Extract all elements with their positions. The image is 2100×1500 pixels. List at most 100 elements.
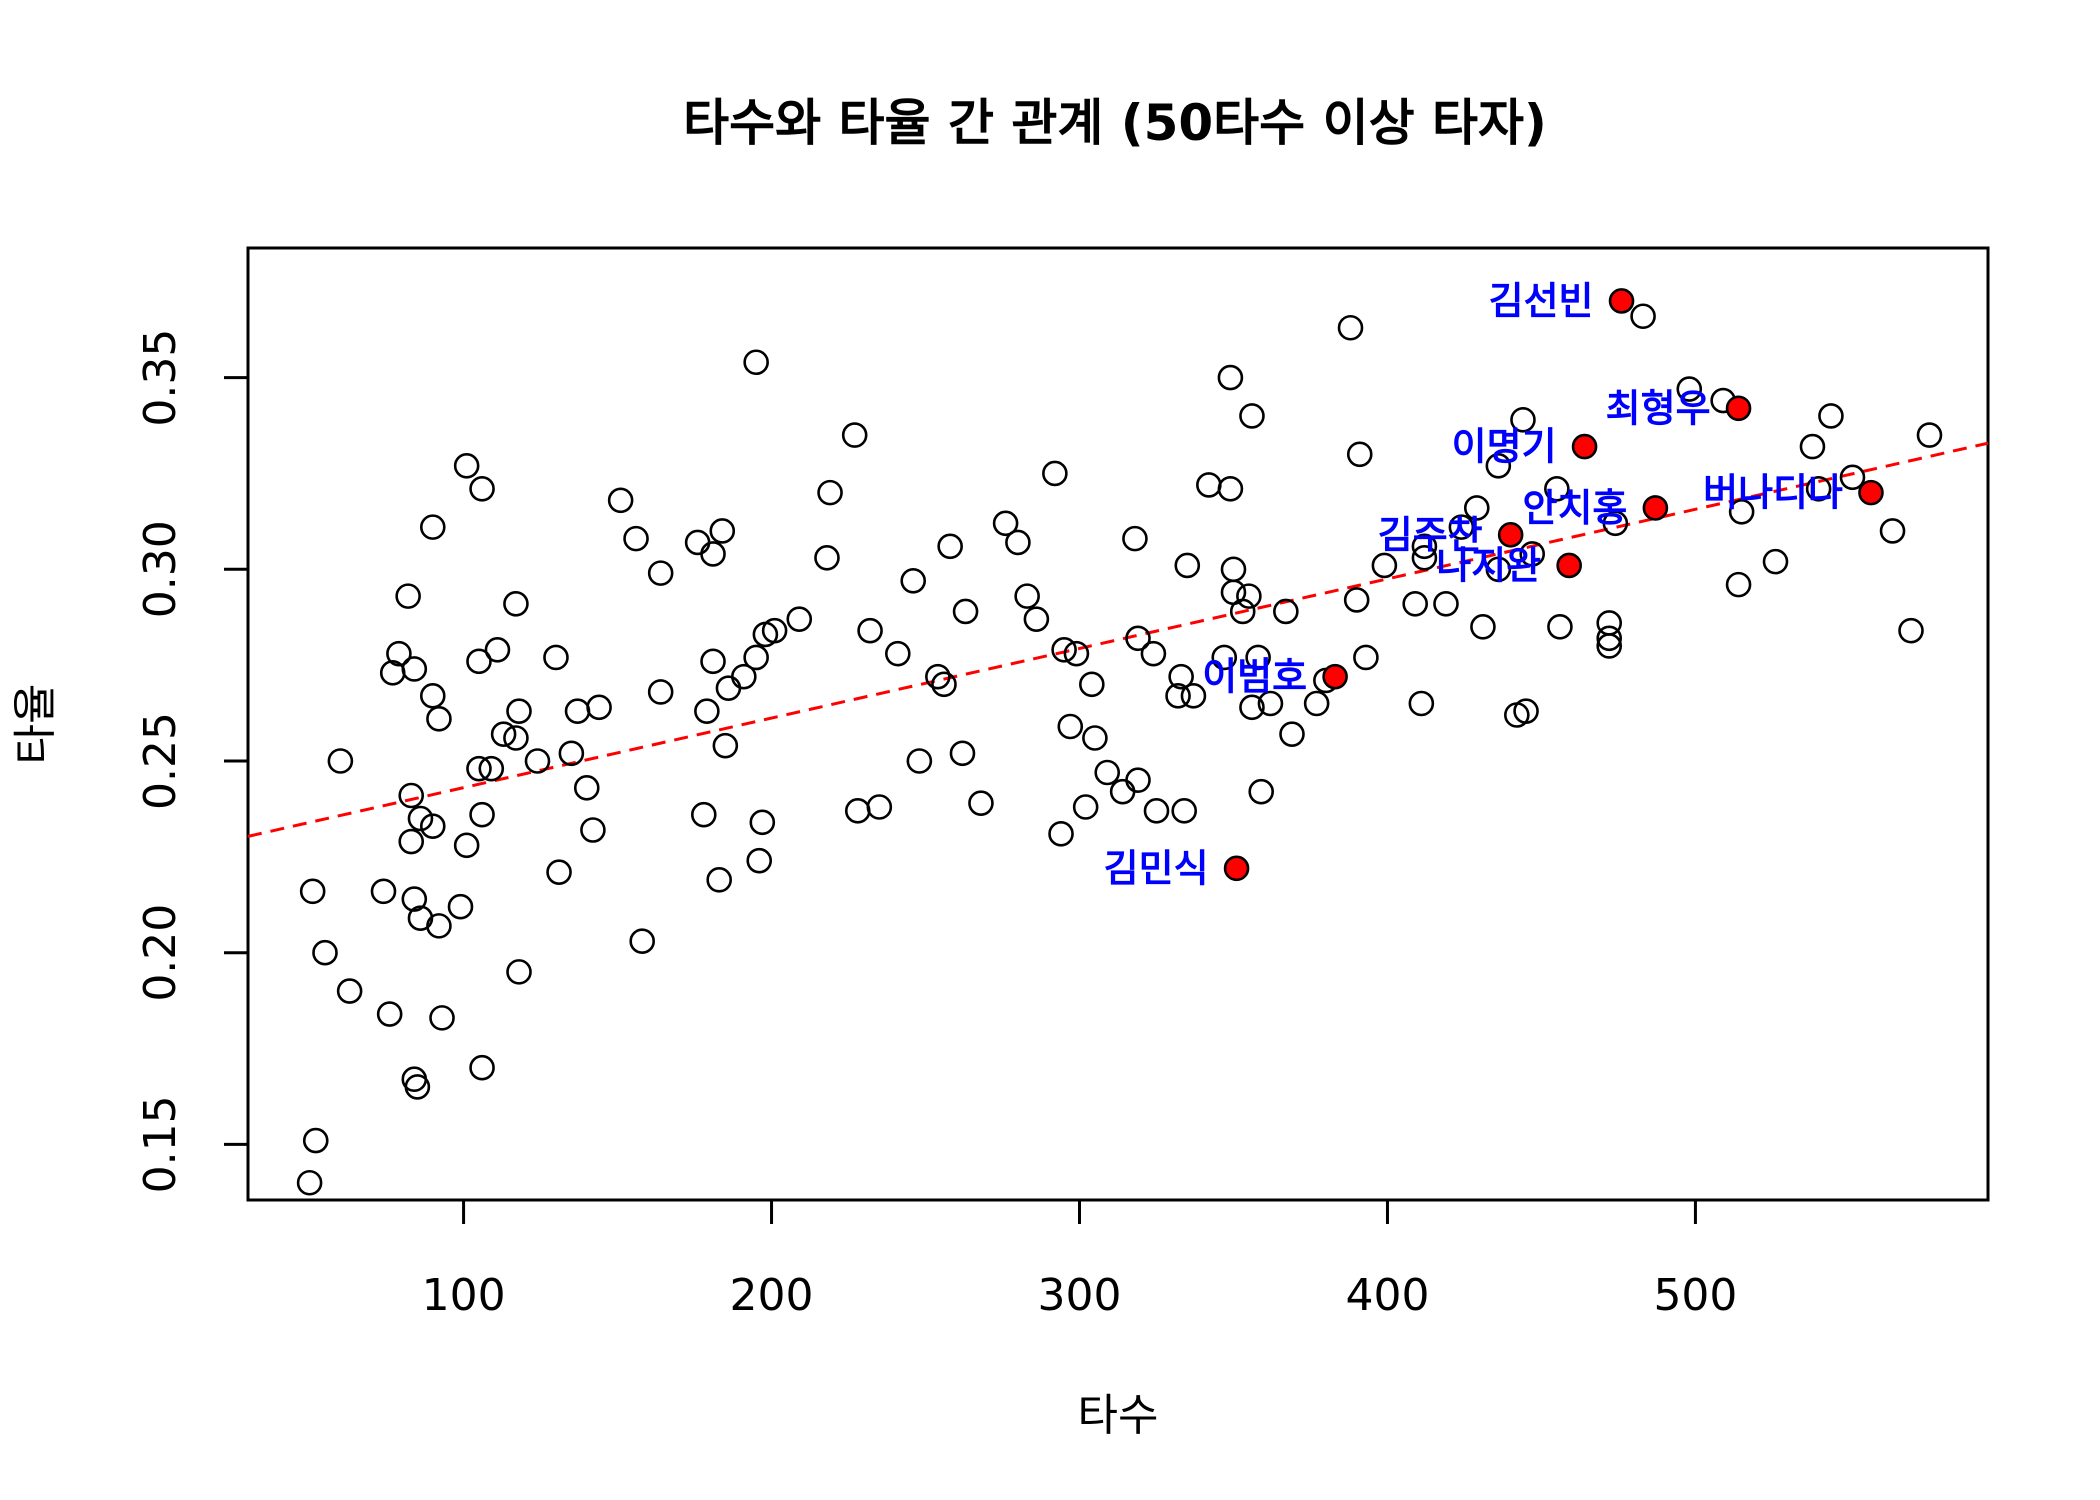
data-point — [786, 606, 813, 632]
data-point — [370, 878, 397, 905]
data-point — [1236, 583, 1262, 609]
data-point — [694, 698, 720, 724]
data-point — [712, 732, 739, 759]
data-point — [743, 349, 769, 376]
highlight-label: 김선빈 — [1489, 279, 1594, 323]
data-point — [1248, 778, 1275, 805]
data-point — [1063, 640, 1090, 667]
data-point — [992, 510, 1019, 537]
data-point — [1470, 614, 1496, 640]
data-point — [706, 867, 732, 893]
data-point — [1072, 794, 1099, 820]
data-point — [1337, 314, 1364, 341]
data-point — [296, 1169, 323, 1196]
data-point — [949, 740, 976, 767]
data-point — [426, 706, 452, 732]
data-point — [1239, 403, 1265, 429]
highlight-point — [1571, 433, 1598, 460]
data-point — [885, 640, 911, 667]
data-point — [1048, 821, 1074, 847]
data-point — [469, 801, 495, 828]
y-tick-label: 0.25 — [135, 712, 186, 810]
x-tick-label: 200 — [730, 1270, 814, 1321]
data-point — [629, 928, 655, 955]
data-point — [607, 487, 634, 514]
data-point — [623, 525, 649, 552]
data-point — [1596, 633, 1623, 659]
data-point — [1122, 525, 1148, 552]
highlight-label: 안치홍 — [1523, 486, 1628, 530]
data-point — [469, 1054, 495, 1081]
x-tick-label: 400 — [1345, 1270, 1429, 1321]
data-point — [761, 617, 788, 644]
data-point — [376, 1001, 403, 1027]
data-point — [398, 782, 425, 809]
data-point — [1042, 460, 1068, 487]
data-point — [1353, 644, 1379, 671]
data-point — [1217, 475, 1244, 502]
data-point — [1485, 556, 1512, 583]
data-point — [1239, 694, 1265, 721]
highlight-point — [1642, 495, 1669, 521]
data-point — [299, 878, 326, 905]
data-point — [558, 740, 585, 767]
data-point — [1125, 767, 1151, 793]
data-point — [407, 805, 434, 832]
x-tick-label: 500 — [1653, 1270, 1737, 1321]
data-point — [1279, 721, 1305, 747]
highlight-point — [1497, 521, 1524, 548]
data-point — [453, 452, 480, 479]
data-point — [1510, 406, 1536, 433]
data-point — [906, 748, 933, 774]
data-point — [1839, 464, 1866, 491]
data-point — [709, 518, 736, 544]
data-point — [1630, 303, 1656, 330]
data-point — [1818, 403, 1844, 429]
y-tick-label: 0.30 — [135, 520, 186, 618]
data-point — [743, 644, 769, 671]
highlight-label: 김민식 — [1104, 846, 1209, 890]
chart-title: 타수와 타율 간 관계 (50타수 이상 타자) — [683, 94, 1547, 152]
x-tick-label: 100 — [422, 1270, 506, 1321]
data-point — [684, 529, 711, 556]
data-point — [1799, 433, 1826, 460]
y-tick-label: 0.15 — [135, 1095, 186, 1193]
highlight-point — [1223, 855, 1250, 882]
data-point — [1408, 690, 1435, 717]
data-point — [1245, 644, 1271, 671]
data-point — [543, 644, 569, 671]
data-point — [1180, 683, 1207, 709]
data-point — [841, 422, 868, 448]
data-point — [1273, 598, 1299, 625]
data-point — [1220, 556, 1247, 583]
data-point — [1411, 544, 1438, 571]
data-point — [466, 755, 492, 782]
data-point — [506, 959, 532, 985]
y-axis: 0.15 0.20 0.25 0.30 0.35 — [135, 329, 248, 1193]
data-point — [746, 847, 773, 874]
data-point — [817, 479, 843, 506]
data-point — [1725, 571, 1752, 598]
data-point — [506, 698, 532, 724]
highlight-label: 이범호 — [1202, 655, 1307, 699]
data-point — [866, 794, 893, 820]
data-point — [1805, 475, 1832, 502]
data-point — [844, 798, 871, 824]
data-point — [1023, 606, 1050, 632]
data-point — [401, 886, 428, 912]
data-point — [1303, 690, 1330, 717]
highlight-point — [1322, 663, 1348, 690]
data-point — [647, 679, 674, 705]
data-point — [327, 748, 354, 774]
data-point — [1257, 690, 1284, 717]
data-point — [429, 1005, 455, 1031]
data-point — [1229, 598, 1256, 625]
data-point — [925, 663, 951, 690]
data-point — [1082, 725, 1108, 751]
data-point — [524, 748, 551, 774]
x-axis: 100 200 300 400 500 — [422, 1200, 1737, 1321]
data-point — [478, 755, 505, 782]
data-point — [1676, 376, 1703, 402]
highlight-point — [1608, 288, 1635, 314]
